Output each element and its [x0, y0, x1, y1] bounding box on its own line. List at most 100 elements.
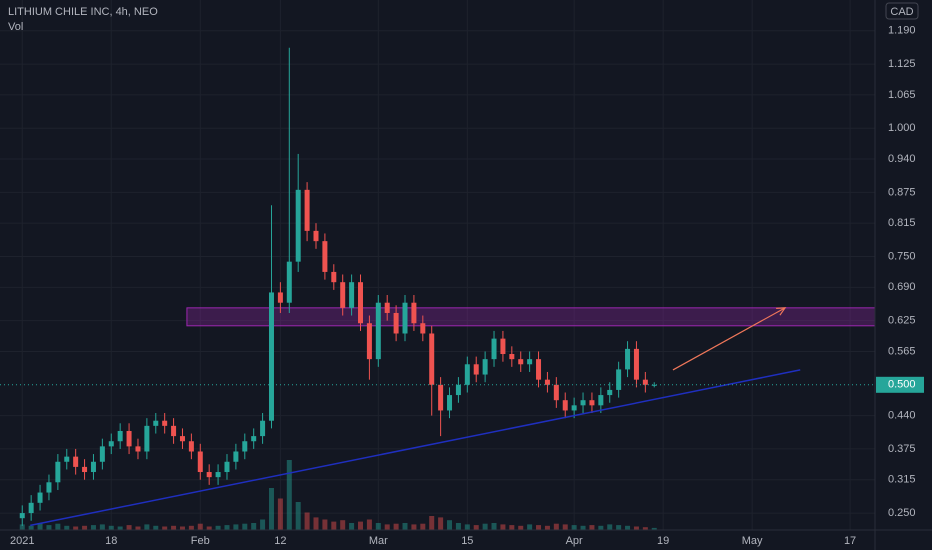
x-tick-label: 19 — [657, 535, 669, 547]
volume-bar — [447, 520, 453, 530]
volume-bar — [108, 525, 114, 530]
x-tick-label: May — [742, 535, 763, 547]
volume-bar — [162, 526, 168, 530]
volume-bar — [580, 525, 586, 530]
candle-body — [527, 359, 533, 365]
candle-body — [651, 384, 657, 386]
candle-body — [349, 282, 355, 308]
candle-body — [99, 446, 105, 462]
volume-bar — [429, 516, 435, 530]
candle-body — [375, 302, 381, 360]
volume-bar — [304, 512, 310, 530]
volume-bar — [651, 527, 657, 530]
volume-bar — [171, 525, 177, 530]
candle-body — [384, 302, 390, 313]
candle-body — [233, 451, 239, 462]
volume-bar — [420, 523, 426, 530]
candle-body — [304, 189, 310, 231]
volume-bar — [260, 519, 266, 530]
volume-bar — [518, 525, 524, 530]
candle-body — [135, 446, 141, 452]
volume-bar — [135, 526, 141, 530]
candle-body — [464, 364, 470, 385]
volume-bar — [375, 523, 381, 530]
volume-bar — [117, 526, 123, 530]
candle-body — [260, 420, 266, 437]
candle-body — [509, 354, 515, 360]
candle-body — [544, 379, 550, 385]
volume-bar — [482, 523, 488, 530]
candle-body — [277, 292, 283, 303]
volume-bar — [589, 525, 595, 530]
x-tick-label: 12 — [274, 535, 286, 547]
candle-body — [429, 333, 435, 385]
candle-body — [322, 241, 328, 272]
candle-body — [625, 348, 631, 370]
volume-bar — [509, 525, 515, 530]
volume-bar — [313, 517, 319, 530]
candle-body — [393, 312, 399, 334]
axes: 1.190 1.125 1.065 1.000 0.940 0.875 0.815 0.750… — [10, 25, 924, 547]
volume-bar — [607, 524, 613, 530]
candle-body — [144, 425, 150, 452]
plot — [0, 47, 876, 530]
volume-bar — [616, 525, 622, 530]
x-tick-label: 15 — [461, 535, 473, 547]
last-price-label: 0.500 — [888, 379, 916, 391]
candle-body — [642, 379, 648, 385]
volume-bar — [544, 525, 550, 530]
candle-body — [19, 513, 25, 519]
volume-bar — [37, 523, 43, 530]
currency[interactable]: CAD — [890, 6, 913, 18]
candle-body — [206, 472, 212, 478]
volume-bar — [438, 517, 444, 530]
candle-body — [455, 384, 461, 396]
candle-body — [46, 482, 52, 493]
y-tick-label: 1.190 — [888, 25, 916, 37]
volume-bar — [28, 525, 34, 530]
candle-body — [224, 461, 230, 473]
volume-bar — [90, 525, 96, 530]
volume-bar — [473, 525, 479, 530]
y-tick-label: 1.065 — [888, 89, 916, 101]
candle-body — [482, 359, 488, 375]
volume-bar — [215, 525, 221, 530]
volume-bar — [197, 523, 203, 530]
candle-body — [536, 359, 542, 380]
volume-bar — [366, 519, 372, 530]
volume-bar — [242, 523, 248, 530]
x-tick-label: Apr — [566, 535, 583, 547]
volume-bar — [500, 524, 506, 530]
candle-body — [331, 271, 337, 283]
candle-body — [553, 384, 559, 401]
y-tick-label: 1.125 — [888, 58, 916, 70]
candle-body — [562, 400, 568, 411]
candle-body — [90, 461, 96, 473]
arrow — [672, 307, 786, 371]
volume-bar — [99, 524, 105, 530]
candle-body — [598, 395, 604, 406]
x-tick-label: 18 — [105, 535, 117, 547]
currency-box[interactable] — [885, 2, 919, 20]
volume-bar — [73, 526, 79, 530]
candle-body — [438, 384, 444, 411]
y-tick-label: 0.315 — [888, 474, 916, 486]
y-tick-label: 0.815 — [888, 217, 916, 229]
volume-bar — [384, 524, 390, 530]
volume-bar — [625, 525, 631, 530]
volume-bar — [268, 488, 274, 530]
candle-body — [589, 400, 595, 406]
candle-body — [82, 466, 88, 473]
volume-bar — [251, 523, 257, 530]
volume-bar — [179, 526, 185, 530]
volume-bar — [295, 502, 301, 530]
x-tick-label: 17 — [844, 535, 856, 547]
y-tick-label: 1.000 — [888, 122, 916, 134]
grid — [0, 0, 875, 530]
candle-body — [473, 364, 479, 375]
y-tick-label: 0.875 — [888, 186, 916, 198]
volume-bar — [642, 527, 648, 530]
candle-body — [616, 369, 622, 390]
